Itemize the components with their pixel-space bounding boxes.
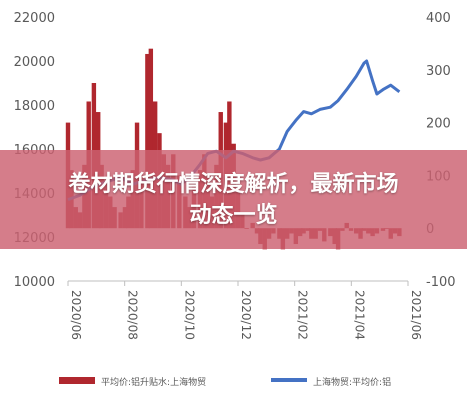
right-tick-label: 200 [426,117,451,132]
right-tick-label: -100 [426,275,456,290]
left-tick-label: 10000 [14,275,55,290]
x-tick-label: 2020/10 [182,290,196,340]
legend-label-line: 上海物贸:平均价:铝 [313,376,391,388]
legend-swatch-bar [59,377,95,384]
premium-bar [145,53,150,229]
legend-swatch-line [271,378,307,382]
banner-title: 卷材期货行情深度解析，最新市场动态一览 [68,171,399,228]
x-tick-label: 2020/08 [126,290,140,340]
title-banner: 卷材期货行情深度解析，最新市场动态一览 [0,150,467,249]
left-tick-label: 22000 [14,11,55,26]
legend-label-bar: 平均价:铝升贴水:上海物贸 [101,376,206,388]
right-tick-label: 300 [426,64,451,79]
right-tick-label: 400 [426,11,451,26]
x-tick-label: 2021/02 [296,290,310,340]
legend: 平均价:铝升贴水:上海物贸 上海物贸:平均价:铝 [59,376,391,388]
x-tick-label: 2020/12 [239,290,253,340]
x-tick-label: 2020/06 [69,290,83,340]
premium-bar [148,48,154,229]
left-tick-label: 20000 [14,55,55,70]
left-tick-label: 18000 [14,99,55,114]
x-axis-ticks: 2020/06 2020/08 2020/10 2020/12 2021/02 2021/… [67,281,423,340]
x-tick-label: 2021/04 [352,290,366,340]
x-tick-label: 2021/06 [409,290,423,340]
